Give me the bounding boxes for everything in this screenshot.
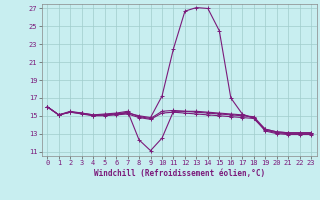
X-axis label: Windchill (Refroidissement éolien,°C): Windchill (Refroidissement éolien,°C): [94, 169, 265, 178]
